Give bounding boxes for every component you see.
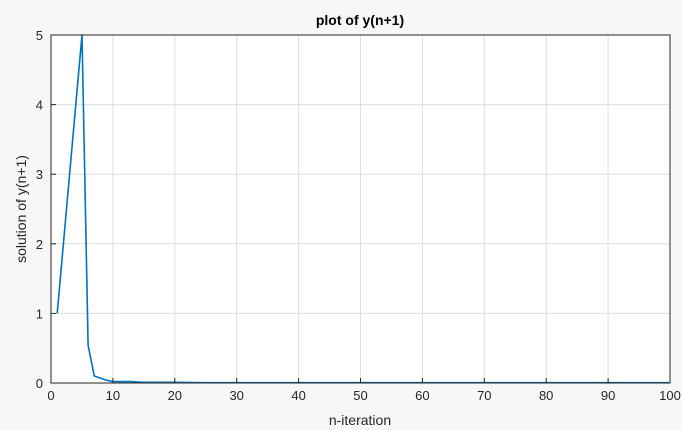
y-tick-label: 4 <box>36 98 43 113</box>
x-tick-label: 20 <box>168 388 182 403</box>
y-tick-label: 0 <box>36 376 43 391</box>
y-axis-label: solution of y(n+1) <box>13 155 29 263</box>
x-tick-label: 40 <box>291 388 305 403</box>
x-tick-label: 50 <box>353 388 367 403</box>
grid-lines <box>51 35 670 383</box>
x-tick-label: 70 <box>477 388 491 403</box>
y-tick-label: 3 <box>36 167 43 182</box>
x-tick-label: 0 <box>47 388 54 403</box>
x-tick-label: 80 <box>539 388 553 403</box>
x-tick-label: 30 <box>229 388 243 403</box>
x-tick-label: 10 <box>106 388 120 403</box>
x-tick-label: 100 <box>659 388 681 403</box>
chart-title: plot of y(n+1) <box>316 12 404 28</box>
y-tick-label: 2 <box>36 237 43 252</box>
x-tick-label: 90 <box>601 388 615 403</box>
y-tick-label: 1 <box>36 306 43 321</box>
x-axis-label: n-iteration <box>329 412 391 428</box>
x-axis-ticks: 0 10 20 30 40 50 60 70 80 90 100 <box>47 378 681 403</box>
y-tick-label: 5 <box>36 28 43 43</box>
y-axis-ticks: 0 1 2 3 4 5 <box>36 28 56 391</box>
x-tick-label: 60 <box>415 388 429 403</box>
